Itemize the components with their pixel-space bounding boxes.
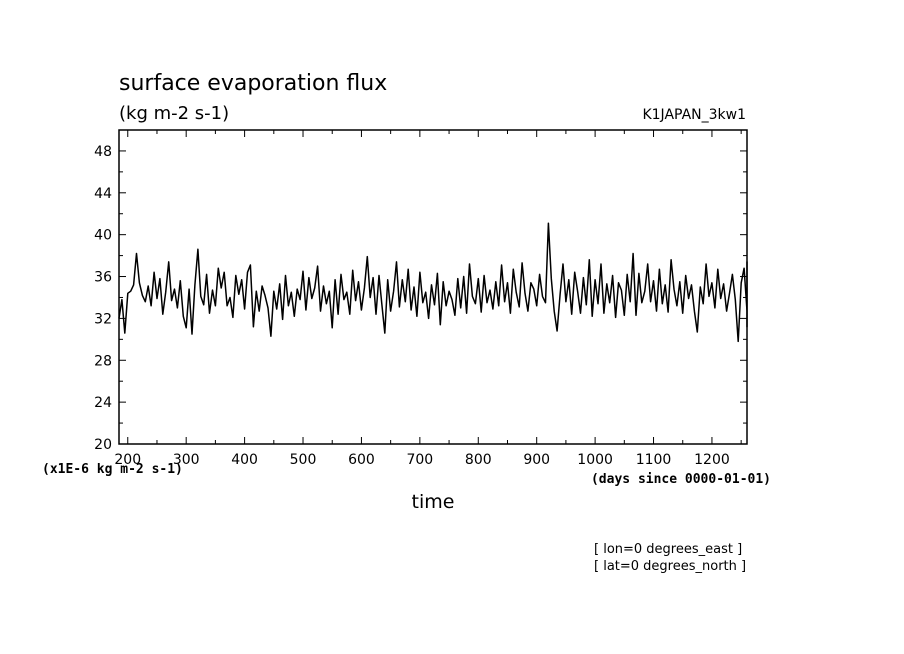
series-line [118,222,748,343]
y-tick-label: 40 [94,228,112,244]
x-tick-label: 200 [114,452,141,468]
x-tick-label: 600 [348,452,375,468]
series-group [118,222,748,343]
experiment-label: K1JAPAN_3kw1 [642,107,746,123]
y-tick-label: 24 [94,395,112,411]
x-units-label: (days since 0000-01-01) [591,472,771,487]
x-axis: 200 300 400 500 600 700 800 900 1000 1100 1200 [114,130,742,468]
x-tick-label: 1200 [694,452,730,468]
x-tick-label: 800 [465,452,492,468]
y-tick-label: 48 [94,144,112,160]
chart-title: surface evaporation flux [119,71,387,96]
x-tick-label: 400 [231,452,258,468]
lat-note: [ lat=0 degrees_north ] [594,559,746,574]
x-tick-label: 500 [290,452,317,468]
x-tick-label: 900 [523,452,550,468]
y-tick-label: 44 [94,186,112,202]
x-tick-label: 700 [406,452,433,468]
y-tick-label: 20 [94,437,112,453]
x-tick-label: 1000 [577,452,613,468]
y-multiplier-label: (x1E-6 kg m-2 s-1) [42,462,183,477]
chart-units: (kg m-2 s-1) [119,103,229,124]
y-tick-label: 32 [94,311,112,327]
y-tick-label: 28 [94,353,112,369]
y-tick-label: 36 [94,270,112,286]
lon-note: [ lon=0 degrees_east ] [594,542,742,557]
x-tick-label: 1100 [636,452,672,468]
x-tick-label: 300 [173,452,200,468]
y-axis: 20 24 28 32 36 40 44 48 [94,144,747,453]
x-axis-title: time [412,491,455,513]
